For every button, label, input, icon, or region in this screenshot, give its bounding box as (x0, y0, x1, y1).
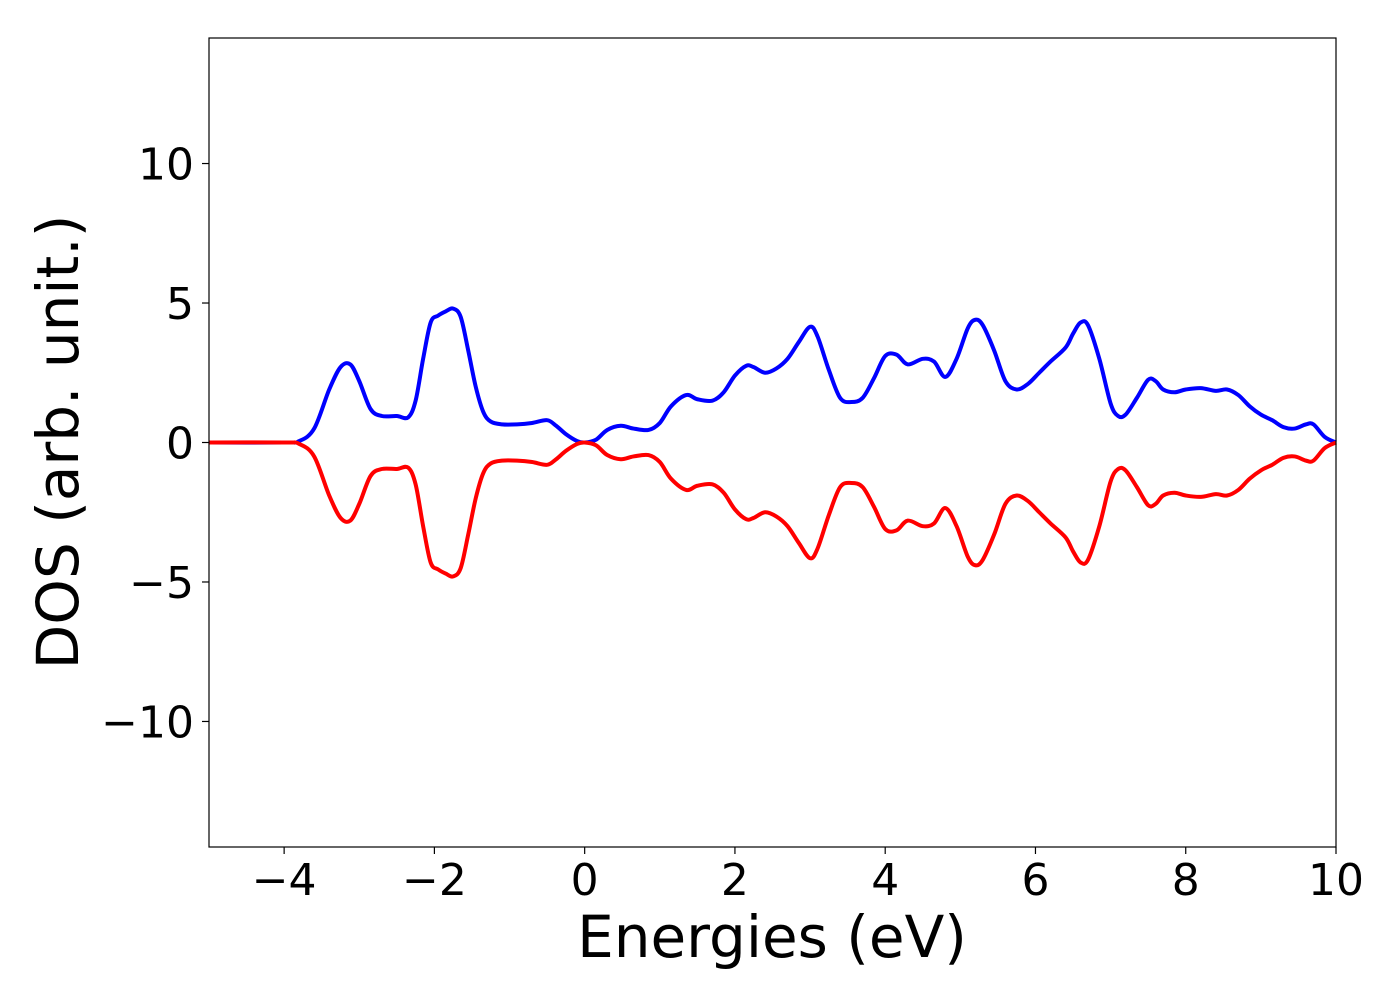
y-tick-label: 10 (138, 140, 194, 191)
x-tick-label: 2 (721, 855, 749, 906)
plot-area (209, 38, 1336, 847)
y-axis-ticks: −10 −5 0 5 10 (101, 140, 209, 748)
x-tick-label: 8 (1172, 855, 1200, 906)
y-tick-label: 0 (166, 419, 194, 470)
x-axis-ticks: −4 −2 0 2 4 6 8 10 (252, 847, 1364, 906)
x-tick-label: −2 (402, 855, 467, 906)
x-tick-label: −4 (252, 855, 317, 906)
y-tick-label: −5 (129, 558, 194, 609)
x-tick-label: 10 (1308, 855, 1364, 906)
series-layer (208, 306, 1337, 579)
y-tick-label: −10 (101, 697, 194, 748)
x-tick-label: 6 (1021, 855, 1049, 906)
y-axis-label: DOS (arb. unit.) (24, 215, 92, 670)
x-tick-label: 4 (871, 855, 899, 906)
y-tick-label: 5 (166, 279, 194, 330)
x-axis-label: Energies (eV) (577, 903, 967, 971)
series-line-0 (208, 306, 1337, 445)
series-line-1 (208, 440, 1337, 579)
x-tick-label: 0 (571, 855, 599, 906)
